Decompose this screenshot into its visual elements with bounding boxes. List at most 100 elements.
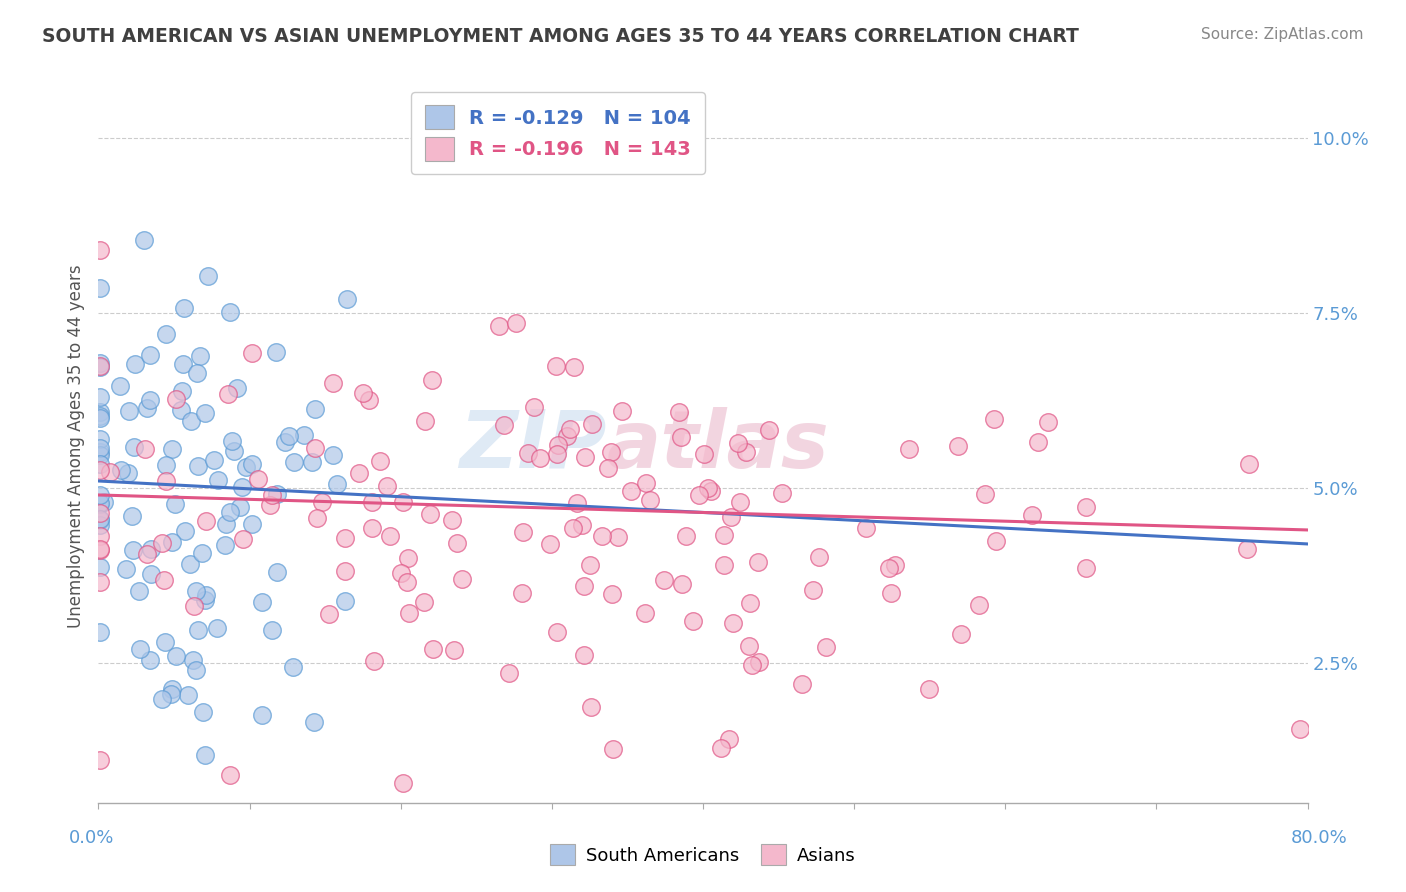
Point	[693, 447, 716, 461]
Point	[240, 517, 263, 532]
Point	[183, 599, 205, 613]
Point	[600, 445, 623, 459]
Point	[134, 233, 156, 247]
Point	[581, 700, 603, 714]
Point	[194, 514, 217, 528]
Point	[1038, 416, 1060, 430]
Point	[134, 442, 156, 457]
Point	[136, 401, 159, 416]
Point	[561, 521, 583, 535]
Point	[413, 414, 436, 428]
Point	[89, 356, 111, 370]
Point	[700, 483, 723, 498]
Point	[638, 492, 661, 507]
Point	[264, 345, 287, 359]
Point	[100, 466, 122, 480]
Point	[155, 474, 177, 488]
Point	[262, 623, 284, 637]
Point	[983, 411, 1005, 425]
Point	[529, 450, 551, 465]
Point	[322, 376, 344, 391]
Point	[713, 558, 735, 572]
Point	[117, 466, 139, 480]
Point	[122, 543, 145, 558]
Point	[155, 326, 177, 341]
Point	[172, 357, 194, 371]
Point	[217, 386, 239, 401]
Point	[668, 405, 690, 419]
Point	[318, 607, 340, 622]
Point	[572, 648, 595, 663]
Point	[231, 479, 253, 493]
Point	[380, 528, 402, 542]
Point	[221, 434, 243, 449]
Point	[336, 292, 359, 306]
Point	[600, 587, 623, 601]
Point	[307, 510, 329, 524]
Point	[89, 488, 111, 502]
Point	[89, 624, 111, 639]
Point	[352, 385, 374, 400]
Point	[855, 521, 877, 535]
Point	[129, 641, 152, 656]
Point	[734, 445, 756, 459]
Point	[555, 429, 578, 443]
Point	[347, 466, 370, 480]
Point	[89, 543, 111, 558]
Point	[160, 535, 183, 549]
Point	[89, 560, 111, 574]
Point	[1236, 541, 1258, 556]
Point	[949, 627, 972, 641]
Point	[1026, 435, 1049, 450]
Point	[292, 428, 315, 442]
Point	[89, 442, 111, 456]
Point	[808, 549, 831, 564]
Point	[246, 472, 269, 486]
Point	[218, 304, 240, 318]
Point	[682, 614, 704, 628]
Point	[89, 511, 111, 525]
Point	[546, 624, 568, 639]
Point	[160, 686, 183, 700]
Point	[89, 506, 111, 520]
Point	[389, 566, 412, 581]
Point	[89, 496, 111, 510]
Legend: South Americans, Asians: South Americans, Asians	[541, 835, 865, 874]
Point	[122, 440, 145, 454]
Point	[89, 359, 111, 373]
Point	[89, 517, 111, 532]
Point	[395, 574, 418, 589]
Point	[207, 473, 229, 487]
Point	[335, 531, 357, 545]
Point	[738, 639, 761, 653]
Point	[581, 417, 603, 432]
Point	[546, 447, 568, 461]
Point	[610, 404, 633, 418]
Point	[266, 487, 288, 501]
Point	[240, 346, 263, 360]
Point	[363, 654, 385, 668]
Point	[138, 653, 160, 667]
Point	[153, 574, 176, 588]
Point	[671, 577, 693, 591]
Point	[281, 659, 304, 673]
Point	[748, 655, 770, 669]
Point	[488, 319, 510, 334]
Point	[634, 476, 657, 491]
Point	[184, 663, 207, 677]
Point	[325, 477, 347, 491]
Point	[222, 444, 245, 458]
Point	[512, 586, 534, 600]
Point	[801, 582, 824, 597]
Point	[89, 281, 111, 295]
Point	[602, 742, 624, 756]
Point	[574, 579, 596, 593]
Point	[215, 516, 238, 531]
Point	[918, 681, 941, 696]
Point	[214, 538, 236, 552]
Point	[720, 510, 742, 524]
Text: SOUTH AMERICAN VS ASIAN UNEMPLOYMENT AMONG AGES 35 TO 44 YEARS CORRELATION CHART: SOUTH AMERICAN VS ASIAN UNEMPLOYMENT AMO…	[42, 27, 1078, 45]
Point	[162, 682, 184, 697]
Point	[163, 497, 186, 511]
Point	[274, 435, 297, 450]
